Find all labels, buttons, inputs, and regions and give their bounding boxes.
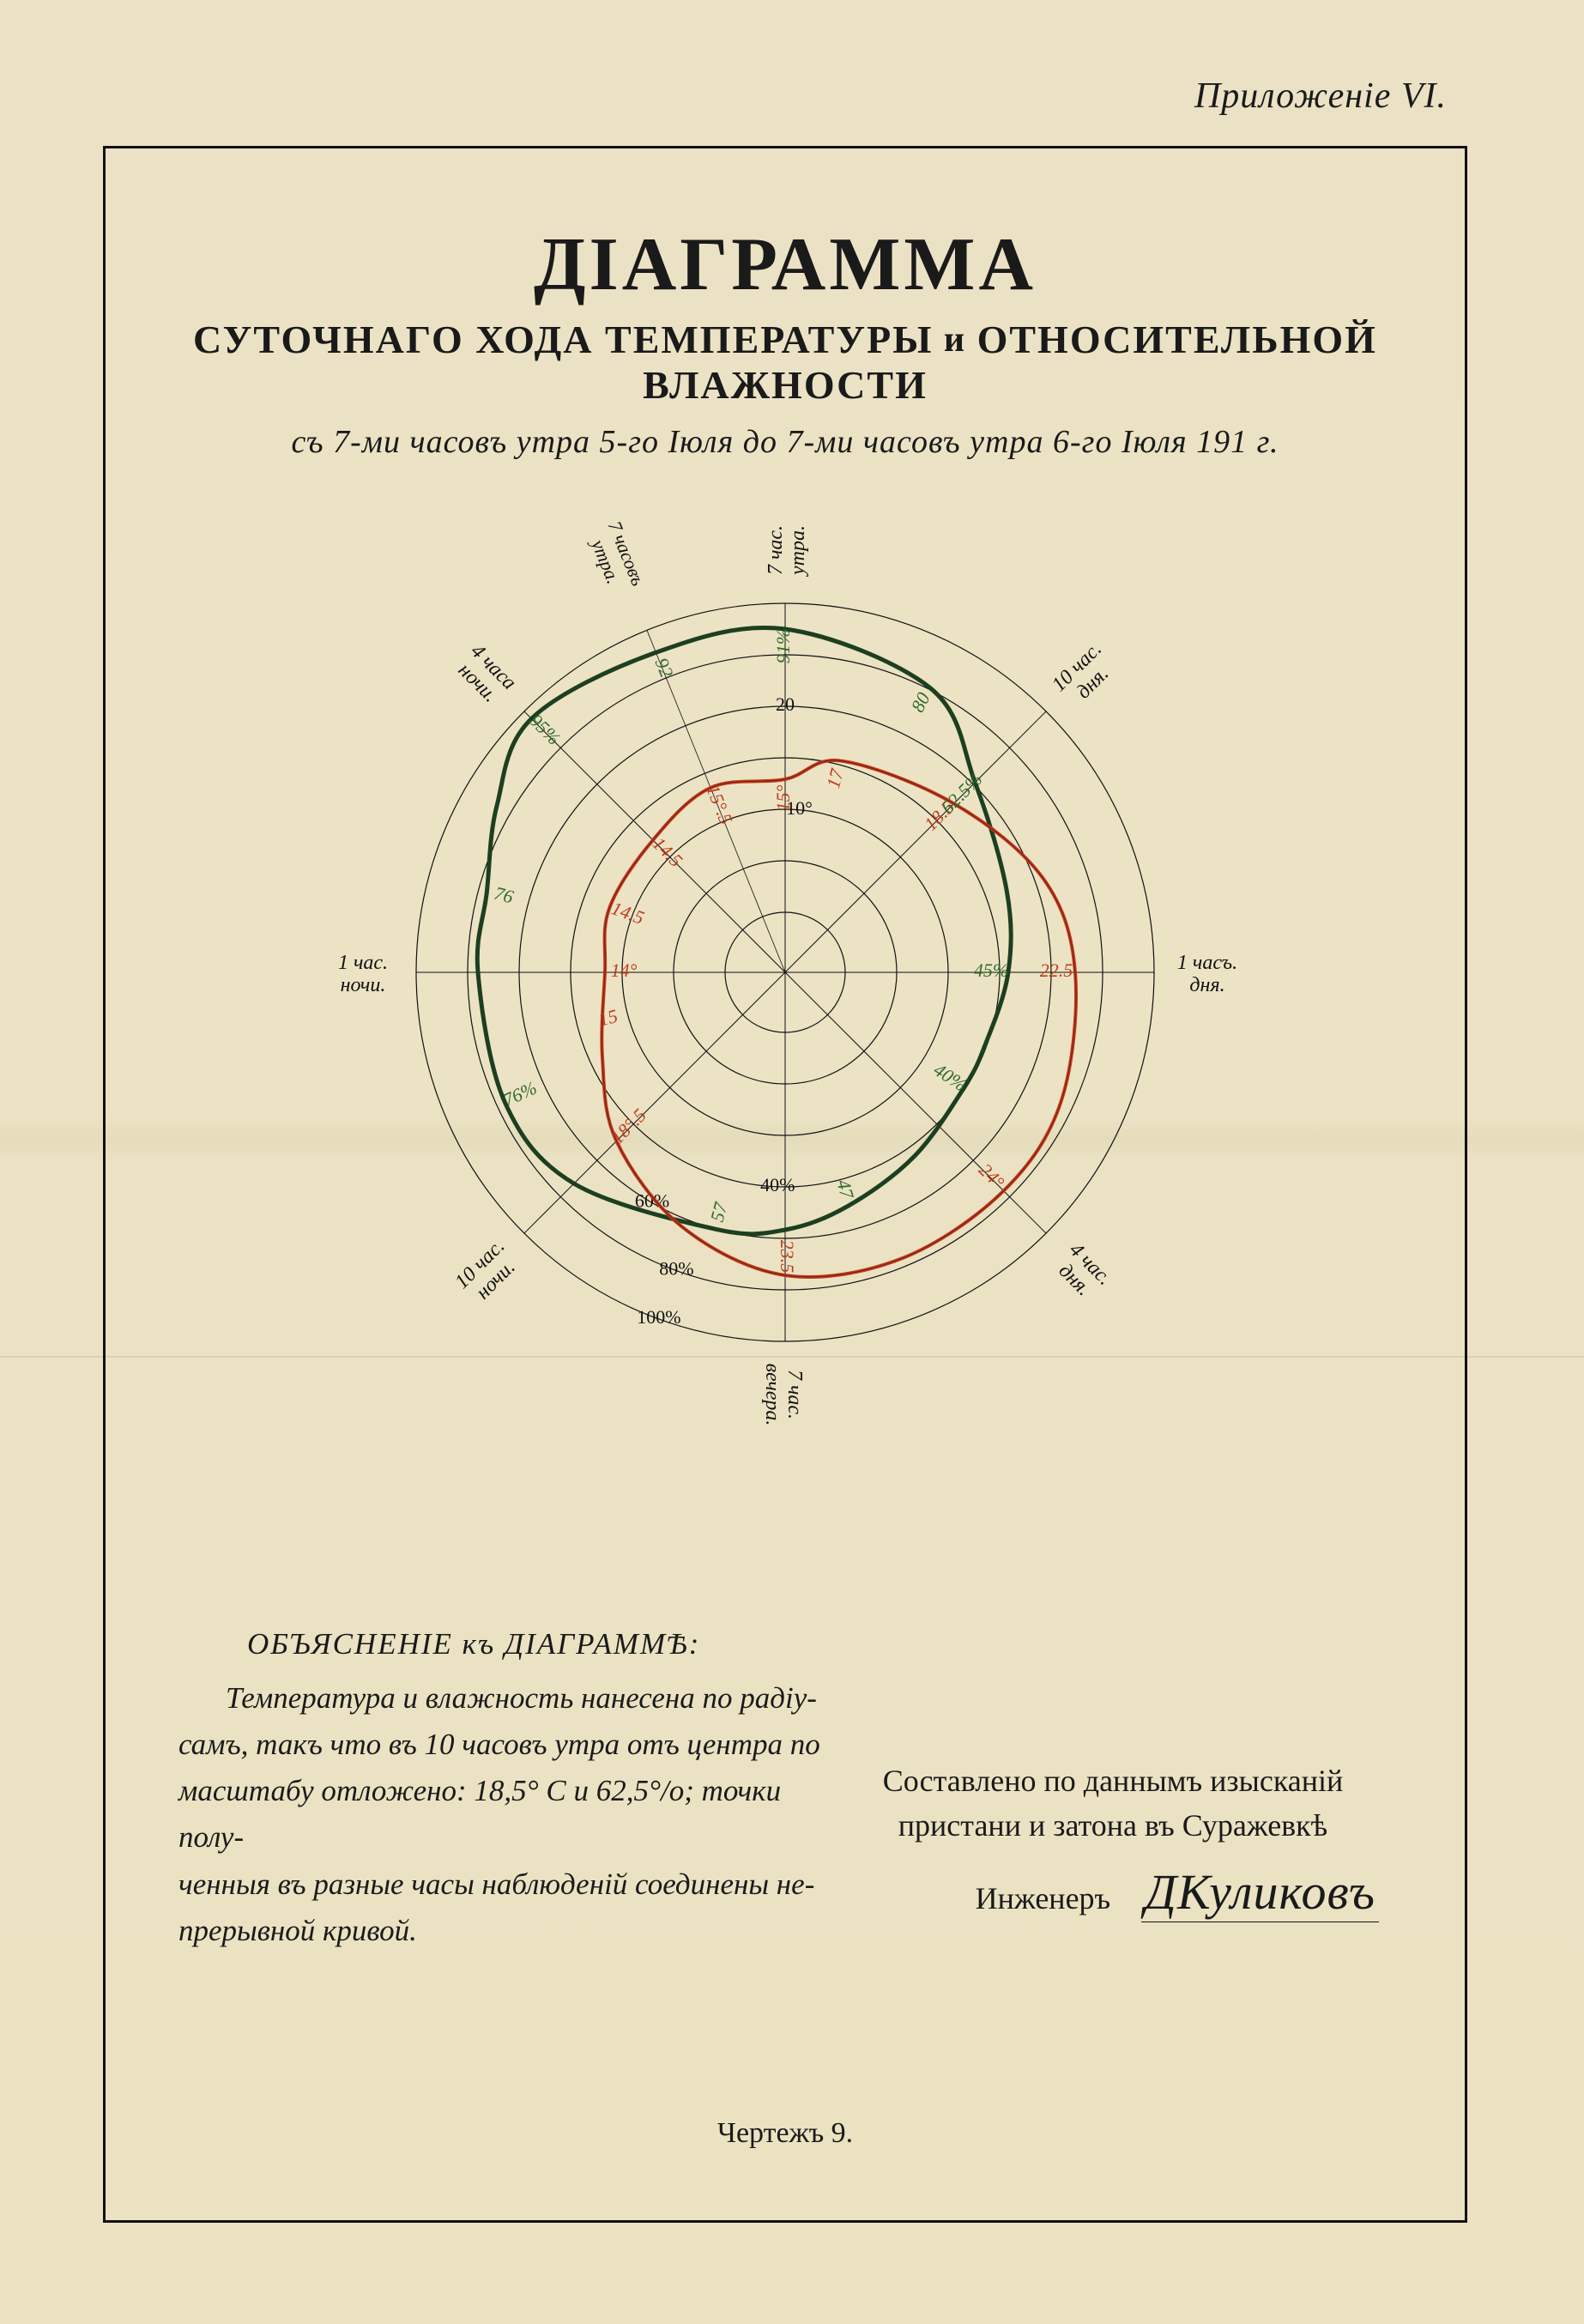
svg-text:утра.: утра. — [787, 525, 809, 577]
svg-text:15°.5: 15°.5 — [702, 782, 737, 827]
svg-text:20: 20 — [776, 693, 795, 715]
svg-text:18°.5: 18°.5 — [607, 1105, 650, 1148]
svg-text:23.5: 23.5 — [777, 1240, 798, 1274]
svg-text:дня.: дня. — [1189, 974, 1224, 996]
explanation-line-3: масштабу отложено: 18,5° С и 62,5°/о; то… — [178, 1768, 831, 1861]
svg-text:7 час.: 7 час. — [765, 525, 787, 575]
svg-text:15: 15 — [596, 1005, 620, 1031]
svg-text:91%: 91% — [772, 629, 794, 663]
svg-text:ночи.: ночи. — [341, 974, 386, 996]
svg-text:вечера.: вечера. — [761, 1364, 783, 1426]
svg-text:80%: 80% — [659, 1258, 693, 1280]
explanation-line-4: ченныя въ разные часы наблюденій соедине… — [178, 1861, 831, 1908]
svg-text:57: 57 — [706, 1200, 732, 1225]
svg-text:1 часъ.: 1 часъ. — [1177, 952, 1237, 974]
svg-text:80: 80 — [906, 689, 934, 716]
document-page: Приложеніе VI. ДІАГРАММА СУТОЧНАГО ХОДА … — [0, 0, 1584, 2324]
compiled-line-1: Составлено по даннымъ изысканій — [847, 1758, 1379, 1803]
svg-text:1 час.: 1 час. — [338, 952, 388, 974]
compiled-line-2: пристани и затона въ Суражевкѣ — [847, 1803, 1379, 1848]
explanation-line-1: Температура и влажность нанесена по раді… — [178, 1675, 831, 1722]
svg-text:76%: 76% — [499, 1077, 540, 1111]
svg-text:40%: 40% — [760, 1174, 795, 1195]
explanation-head: ОБЪЯСНЕНІЕ къ ДІАГРАММѢ: — [178, 1621, 831, 1667]
svg-text:95%: 95% — [525, 710, 565, 749]
svg-text:76: 76 — [492, 882, 516, 908]
svg-text:24°: 24° — [975, 1159, 1009, 1194]
appendix-label: Приложеніе VI. — [1194, 76, 1447, 117]
svg-text:45%: 45% — [974, 959, 1008, 981]
svg-text:22.5: 22.5 — [1040, 959, 1073, 981]
title-sub: СУТОЧНАГО ХОДА ТЕМПЕРАТУРЫ и ОТНОСИТЕЛЬН… — [106, 317, 1465, 408]
diagram-svg: 10°40%60%80%100%20 15°18.522.524°23.518°… — [236, 423, 1334, 1522]
title-sub-mid: и — [933, 320, 976, 360]
compiled-by-block: Составлено по даннымъ изысканій пристани… — [847, 1758, 1379, 1928]
signature-line: Инженеръ ДКуликовъ — [847, 1856, 1379, 1928]
svg-text:14.5: 14.5 — [608, 897, 647, 929]
svg-text:14°: 14° — [611, 959, 638, 981]
explanation-line-5: прерывной кривой. — [178, 1908, 831, 1954]
explanation-line-2: самъ, такъ что въ 10 часовъ утра отъ цен… — [178, 1722, 831, 1768]
svg-text:15°: 15° — [772, 784, 794, 811]
svg-text:100%: 100% — [637, 1306, 680, 1328]
svg-text:17: 17 — [822, 766, 848, 790]
figure-label: Чертежъ 9. — [106, 2117, 1465, 2150]
signature-role: Инженеръ — [976, 1881, 1111, 1915]
signature-name: ДКуликовъ — [1141, 1864, 1379, 1922]
svg-text:47: 47 — [832, 1177, 858, 1202]
outer-frame: ДІАГРАММА СУТОЧНАГО ХОДА ТЕМПЕРАТУРЫ и О… — [103, 146, 1467, 2223]
title-sub-pre: СУТОЧНАГО ХОДА ТЕМПЕРАТУРЫ — [193, 318, 933, 361]
title-main: ДІАГРАММА — [106, 221, 1465, 308]
explanation-block: ОБЪЯСНЕНІЕ къ ДІАГРАММѢ: Температура и в… — [178, 1621, 831, 1954]
svg-text:92: 92 — [650, 655, 677, 681]
polar-diagram: 10°40%60%80%100%20 15°18.522.524°23.518°… — [236, 423, 1334, 1522]
svg-text:7 час.: 7 час. — [783, 1370, 806, 1419]
